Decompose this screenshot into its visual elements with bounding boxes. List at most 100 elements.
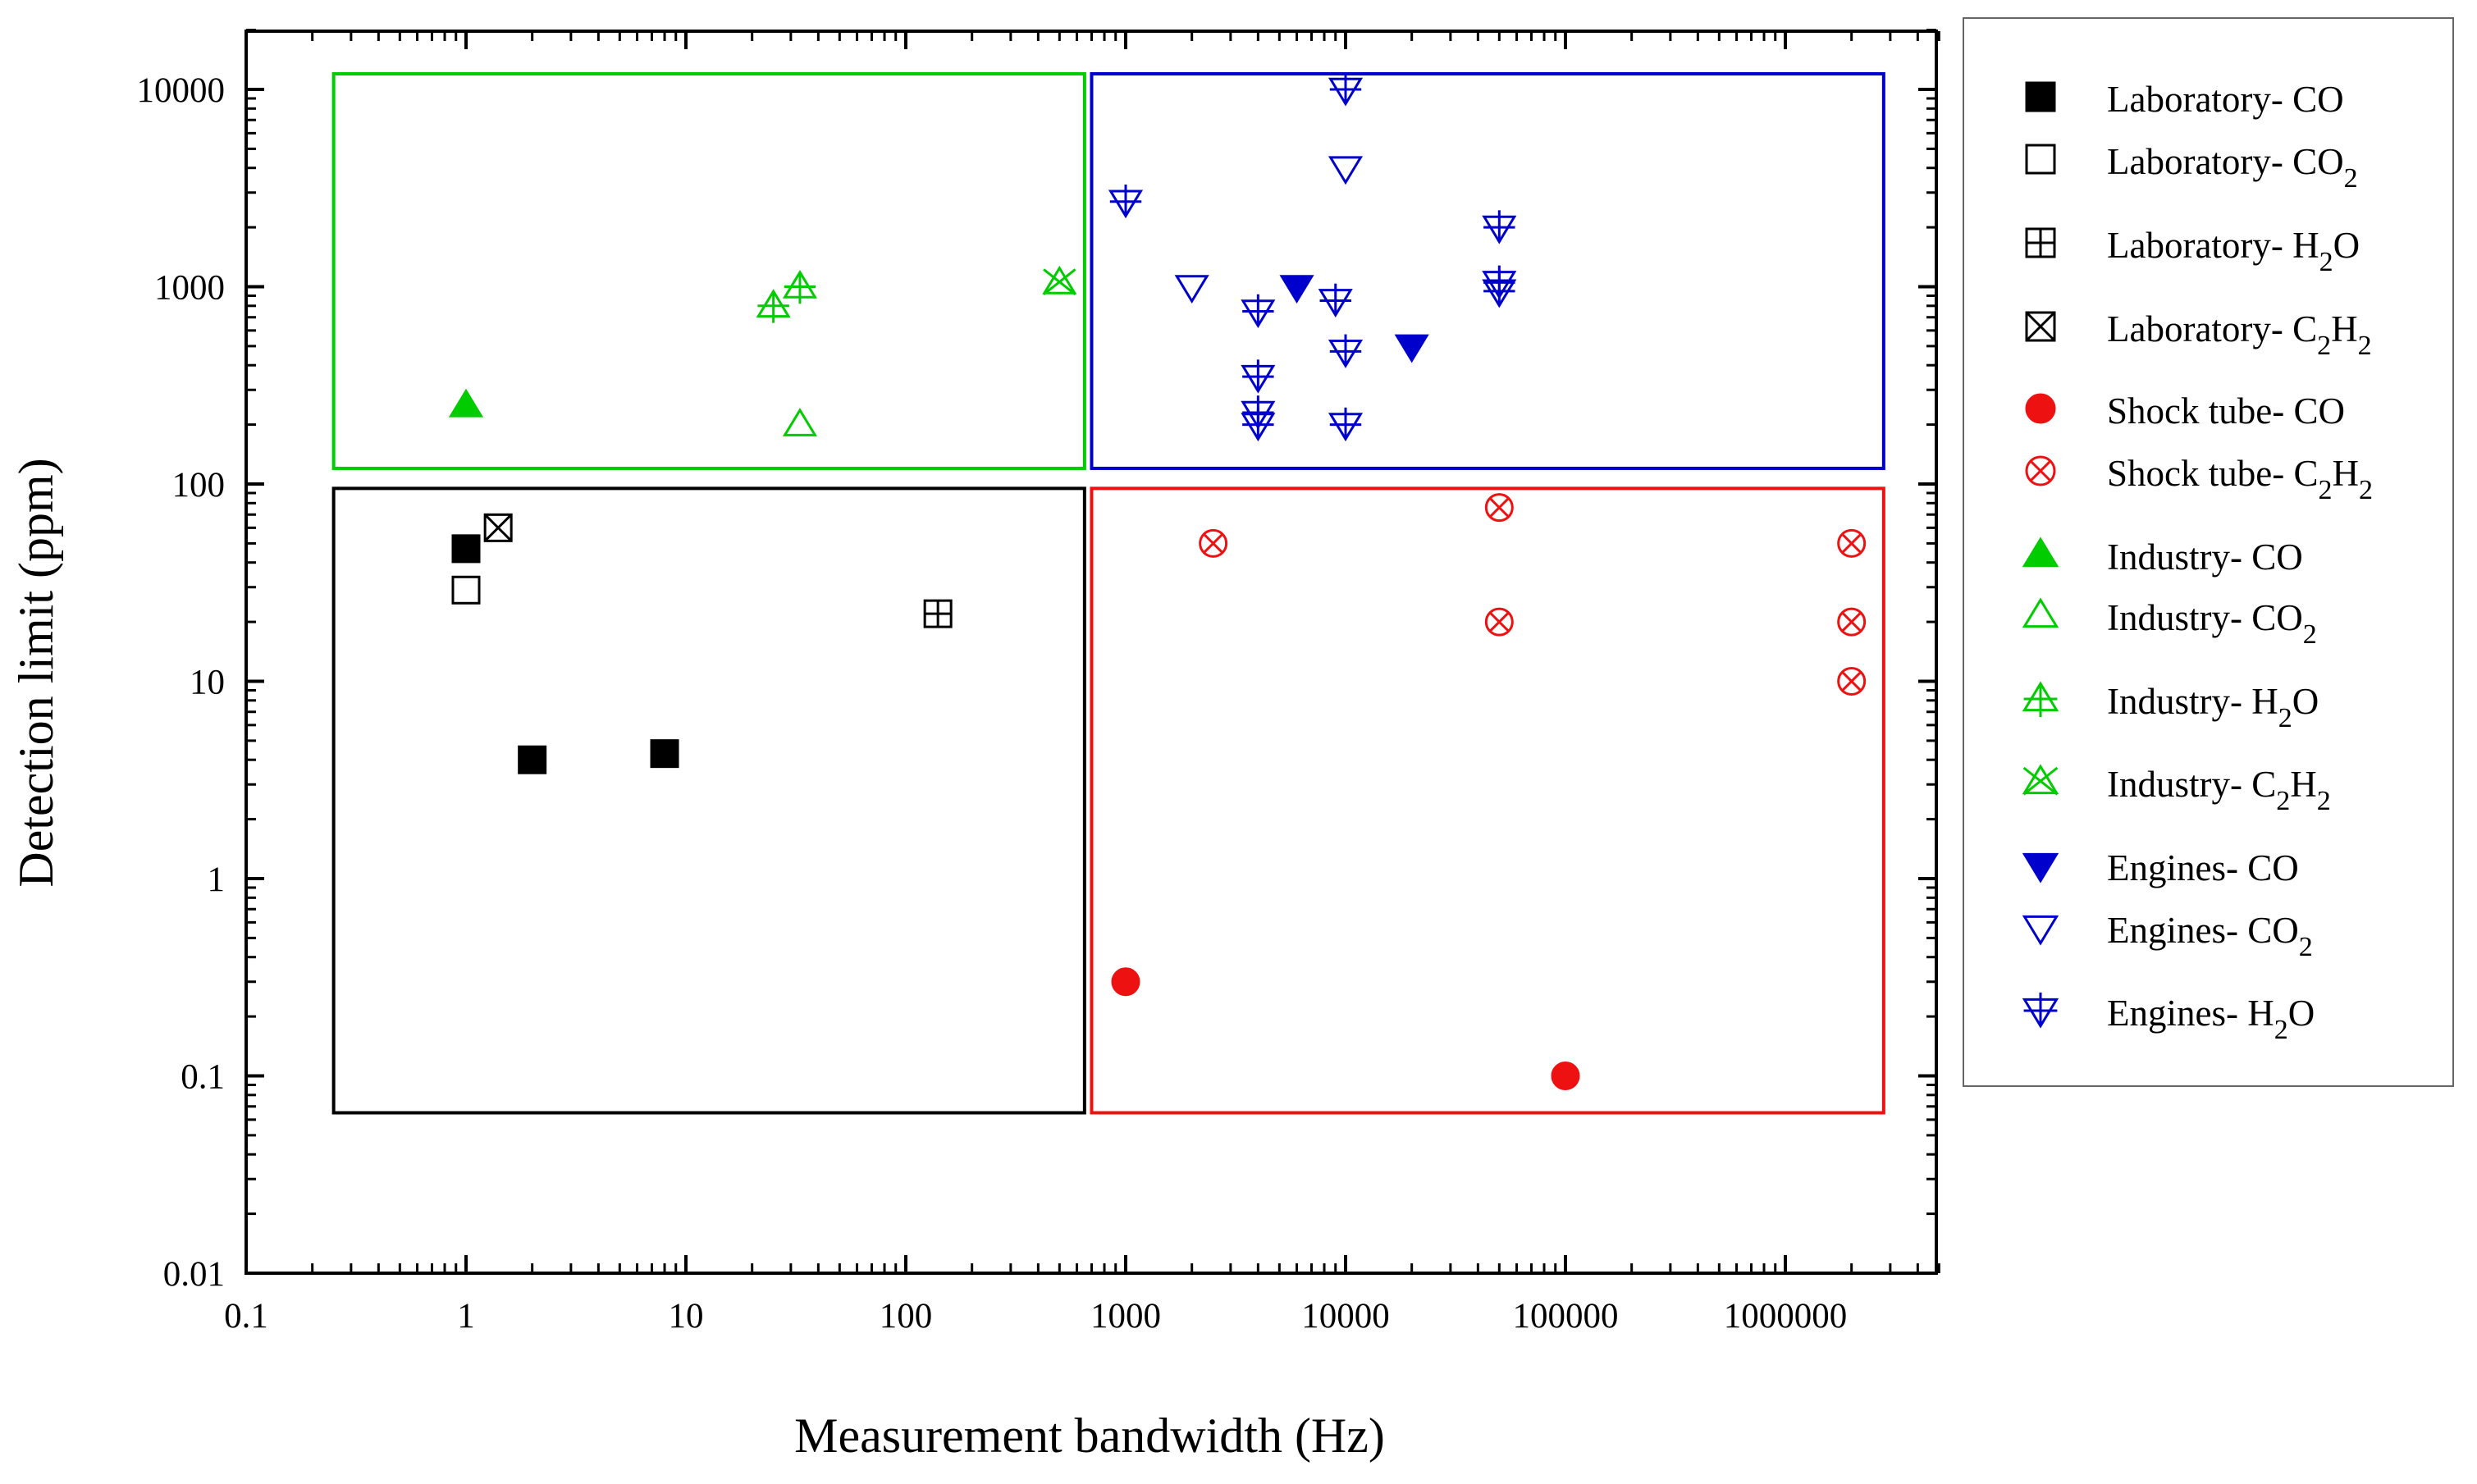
marker-circle bbox=[1551, 1062, 1580, 1090]
legend-marker bbox=[2022, 915, 2059, 946]
marker-circle bbox=[1111, 967, 1140, 997]
data-point bbox=[1328, 72, 1364, 107]
y-tick-label: 0.1 bbox=[181, 1058, 225, 1097]
marker-circle bbox=[1484, 493, 1514, 523]
data-point bbox=[1394, 334, 1429, 363]
legend-entry: Industry- H2O bbox=[2107, 681, 2319, 733]
data-point bbox=[650, 739, 679, 769]
x-tick-label: 0.1 bbox=[224, 1297, 268, 1336]
marker-circle bbox=[2025, 455, 2056, 486]
legend-marker bbox=[2025, 144, 2056, 175]
marker-x-b bbox=[1841, 532, 1862, 554]
legend-entry: Laboratory- CO bbox=[2107, 79, 2344, 120]
data-point bbox=[1174, 275, 1209, 304]
region-box-engines bbox=[1090, 71, 1885, 470]
data-point bbox=[448, 388, 484, 418]
marker-triangle bbox=[1174, 275, 1209, 304]
data-point bbox=[1318, 283, 1353, 317]
data-point bbox=[451, 534, 481, 564]
data-point bbox=[1111, 967, 1140, 997]
data-point bbox=[1279, 275, 1314, 304]
data-point bbox=[1199, 528, 1228, 558]
legend-marker bbox=[2022, 537, 2059, 568]
x-tick-label: 100000 bbox=[1513, 1297, 1619, 1336]
data-point bbox=[1837, 528, 1867, 558]
data-point bbox=[1328, 334, 1364, 368]
legend-entry: Shock tube- C2H2 bbox=[2107, 453, 2373, 505]
legend-marker bbox=[2025, 455, 2056, 486]
marker-triangle bbox=[2022, 852, 2059, 884]
marker-triangle bbox=[1328, 156, 1364, 185]
marker-x-b bbox=[1488, 611, 1510, 632]
data-point bbox=[1837, 607, 1867, 637]
data-points bbox=[448, 72, 1867, 1090]
legend-entry: Engines- CO bbox=[2107, 847, 2299, 888]
data-point bbox=[1241, 294, 1276, 329]
marker-x-b bbox=[2029, 459, 2052, 482]
marker-square bbox=[650, 739, 679, 769]
axes: 0.1 1 10 100 1000 10000 100000 10000000.010.111… bbox=[137, 29, 1940, 1336]
legend-entry: Industry- CO2 bbox=[2107, 597, 2317, 650]
marker-triangle bbox=[1279, 275, 1314, 304]
marker-x-b bbox=[1043, 268, 1076, 295]
marker-x-b bbox=[1488, 497, 1510, 518]
legend-marker bbox=[2022, 764, 2059, 796]
marker-circle bbox=[2025, 393, 2056, 424]
data-point bbox=[1241, 407, 1276, 442]
legend-marker bbox=[2025, 81, 2056, 112]
y-axis-title: Detection limit (ppm) bbox=[9, 458, 63, 887]
data-point bbox=[1042, 265, 1077, 295]
marker-square bbox=[451, 575, 481, 605]
data-point bbox=[1837, 667, 1867, 696]
x-tick-label: 100 bbox=[880, 1297, 933, 1336]
marker-circle bbox=[1837, 607, 1867, 637]
data-point bbox=[782, 408, 818, 436]
y-tick-label: 10000 bbox=[137, 71, 226, 110]
region-boxes bbox=[331, 71, 1885, 1115]
x-tick-label: 10 bbox=[669, 1297, 704, 1336]
x-tick-label: 1 bbox=[457, 1297, 475, 1336]
marker-triangle bbox=[2022, 537, 2059, 568]
marker-x-b bbox=[484, 514, 513, 542]
data-point bbox=[1108, 184, 1144, 219]
data-point bbox=[451, 575, 481, 605]
marker-triangle bbox=[1394, 334, 1429, 363]
marker-x-b bbox=[1841, 670, 1862, 692]
marker-x-b bbox=[2022, 766, 2059, 796]
data-point bbox=[756, 289, 791, 323]
legend-entry: Laboratory- CO2 bbox=[2107, 141, 2358, 194]
y-tick-label: 1 bbox=[208, 861, 226, 899]
region-box-laboratory bbox=[331, 486, 1086, 1115]
marker-square bbox=[451, 534, 481, 564]
region-box-industry bbox=[331, 71, 1086, 470]
marker-x-b bbox=[1203, 532, 1224, 554]
marker-triangle bbox=[1042, 265, 1077, 295]
legend-marker bbox=[2022, 992, 2059, 1029]
marker-triangle bbox=[448, 388, 484, 418]
data-point bbox=[1484, 607, 1514, 637]
data-point bbox=[1241, 359, 1276, 394]
marker-circle bbox=[1837, 667, 1867, 696]
y-tick-label: 1000 bbox=[154, 269, 225, 308]
y-tick-label: 0.01 bbox=[163, 1255, 225, 1294]
legend-entry: Laboratory- H2O bbox=[2107, 225, 2360, 277]
marker-square bbox=[2025, 144, 2056, 175]
x-tick-label: 1000 bbox=[1090, 1297, 1161, 1336]
data-point bbox=[1551, 1062, 1580, 1090]
marker-square bbox=[518, 745, 547, 774]
marker-triangle bbox=[2022, 597, 2059, 628]
legend-marker bbox=[2022, 597, 2059, 628]
marker-triangle bbox=[782, 408, 818, 436]
data-point bbox=[1328, 407, 1364, 442]
legend-marker bbox=[2022, 852, 2059, 884]
marker-triangle bbox=[2022, 764, 2059, 795]
legend-entry: Laboratory- C2H2 bbox=[2107, 308, 2372, 361]
region-box-shock-tube bbox=[1090, 486, 1885, 1115]
legend-marker bbox=[2025, 311, 2056, 342]
data-point bbox=[483, 513, 513, 542]
data-point bbox=[1484, 493, 1514, 523]
data-point bbox=[1482, 274, 1517, 308]
y-tick-label: 100 bbox=[172, 466, 226, 505]
legend-marker bbox=[2025, 393, 2056, 424]
marker-square bbox=[2025, 81, 2056, 112]
